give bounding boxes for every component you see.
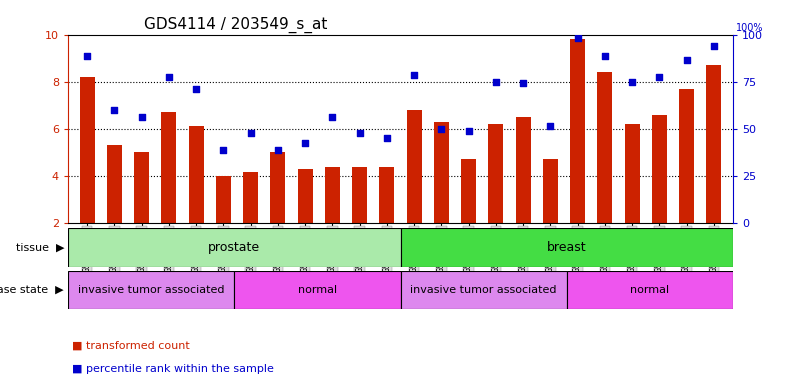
Bar bbox=[216, 176, 231, 223]
Bar bbox=[68, 271, 235, 309]
Point bbox=[190, 86, 203, 92]
Point bbox=[163, 74, 175, 80]
Point bbox=[272, 147, 284, 153]
Bar bbox=[407, 110, 421, 223]
Bar bbox=[352, 167, 367, 223]
Bar bbox=[434, 122, 449, 223]
Bar bbox=[400, 271, 567, 309]
Point bbox=[353, 130, 366, 136]
Bar bbox=[189, 126, 203, 223]
Point bbox=[108, 107, 121, 113]
Bar bbox=[79, 77, 95, 223]
Bar bbox=[244, 172, 258, 223]
Point bbox=[217, 147, 230, 153]
Bar bbox=[461, 159, 476, 223]
Bar bbox=[271, 152, 285, 223]
Bar bbox=[325, 167, 340, 223]
Point bbox=[326, 114, 339, 120]
Bar bbox=[679, 89, 694, 223]
Bar bbox=[625, 124, 639, 223]
Bar bbox=[235, 271, 400, 309]
Text: tissue  ▶: tissue ▶ bbox=[15, 243, 64, 253]
Point bbox=[435, 126, 448, 132]
Bar bbox=[107, 145, 122, 223]
Point bbox=[408, 71, 421, 78]
Point bbox=[81, 53, 94, 59]
Point bbox=[244, 130, 257, 136]
Bar bbox=[598, 72, 612, 223]
Bar bbox=[570, 39, 585, 223]
Point bbox=[626, 79, 638, 85]
Point bbox=[380, 135, 393, 141]
Text: ■ transformed count: ■ transformed count bbox=[72, 341, 190, 351]
Point bbox=[517, 80, 529, 86]
Bar bbox=[706, 65, 722, 223]
Text: invasive tumor associated: invasive tumor associated bbox=[78, 285, 224, 295]
Bar bbox=[162, 112, 176, 223]
Bar bbox=[489, 124, 503, 223]
Point bbox=[135, 114, 148, 120]
Point bbox=[707, 43, 720, 50]
Text: GDS4114 / 203549_s_at: GDS4114 / 203549_s_at bbox=[144, 17, 328, 33]
Bar bbox=[652, 114, 667, 223]
Point bbox=[571, 35, 584, 41]
Bar bbox=[380, 167, 394, 223]
Text: normal: normal bbox=[298, 285, 337, 295]
Bar bbox=[134, 152, 149, 223]
Bar bbox=[516, 117, 530, 223]
Text: prostate: prostate bbox=[208, 241, 260, 254]
Point bbox=[544, 123, 557, 129]
Bar bbox=[68, 228, 400, 267]
Point bbox=[680, 57, 693, 63]
Point bbox=[653, 74, 666, 80]
Bar bbox=[400, 228, 733, 267]
Text: invasive tumor associated: invasive tumor associated bbox=[410, 285, 557, 295]
Point bbox=[462, 128, 475, 134]
Bar bbox=[543, 159, 557, 223]
Point bbox=[299, 140, 312, 146]
Point bbox=[598, 53, 611, 59]
Point bbox=[489, 79, 502, 85]
Text: 100%: 100% bbox=[735, 23, 763, 33]
Text: disease state  ▶: disease state ▶ bbox=[0, 285, 64, 295]
Bar bbox=[567, 271, 733, 309]
Text: breast: breast bbox=[547, 241, 586, 254]
Text: normal: normal bbox=[630, 285, 670, 295]
Bar bbox=[298, 169, 312, 223]
Text: ■ percentile rank within the sample: ■ percentile rank within the sample bbox=[72, 364, 274, 374]
